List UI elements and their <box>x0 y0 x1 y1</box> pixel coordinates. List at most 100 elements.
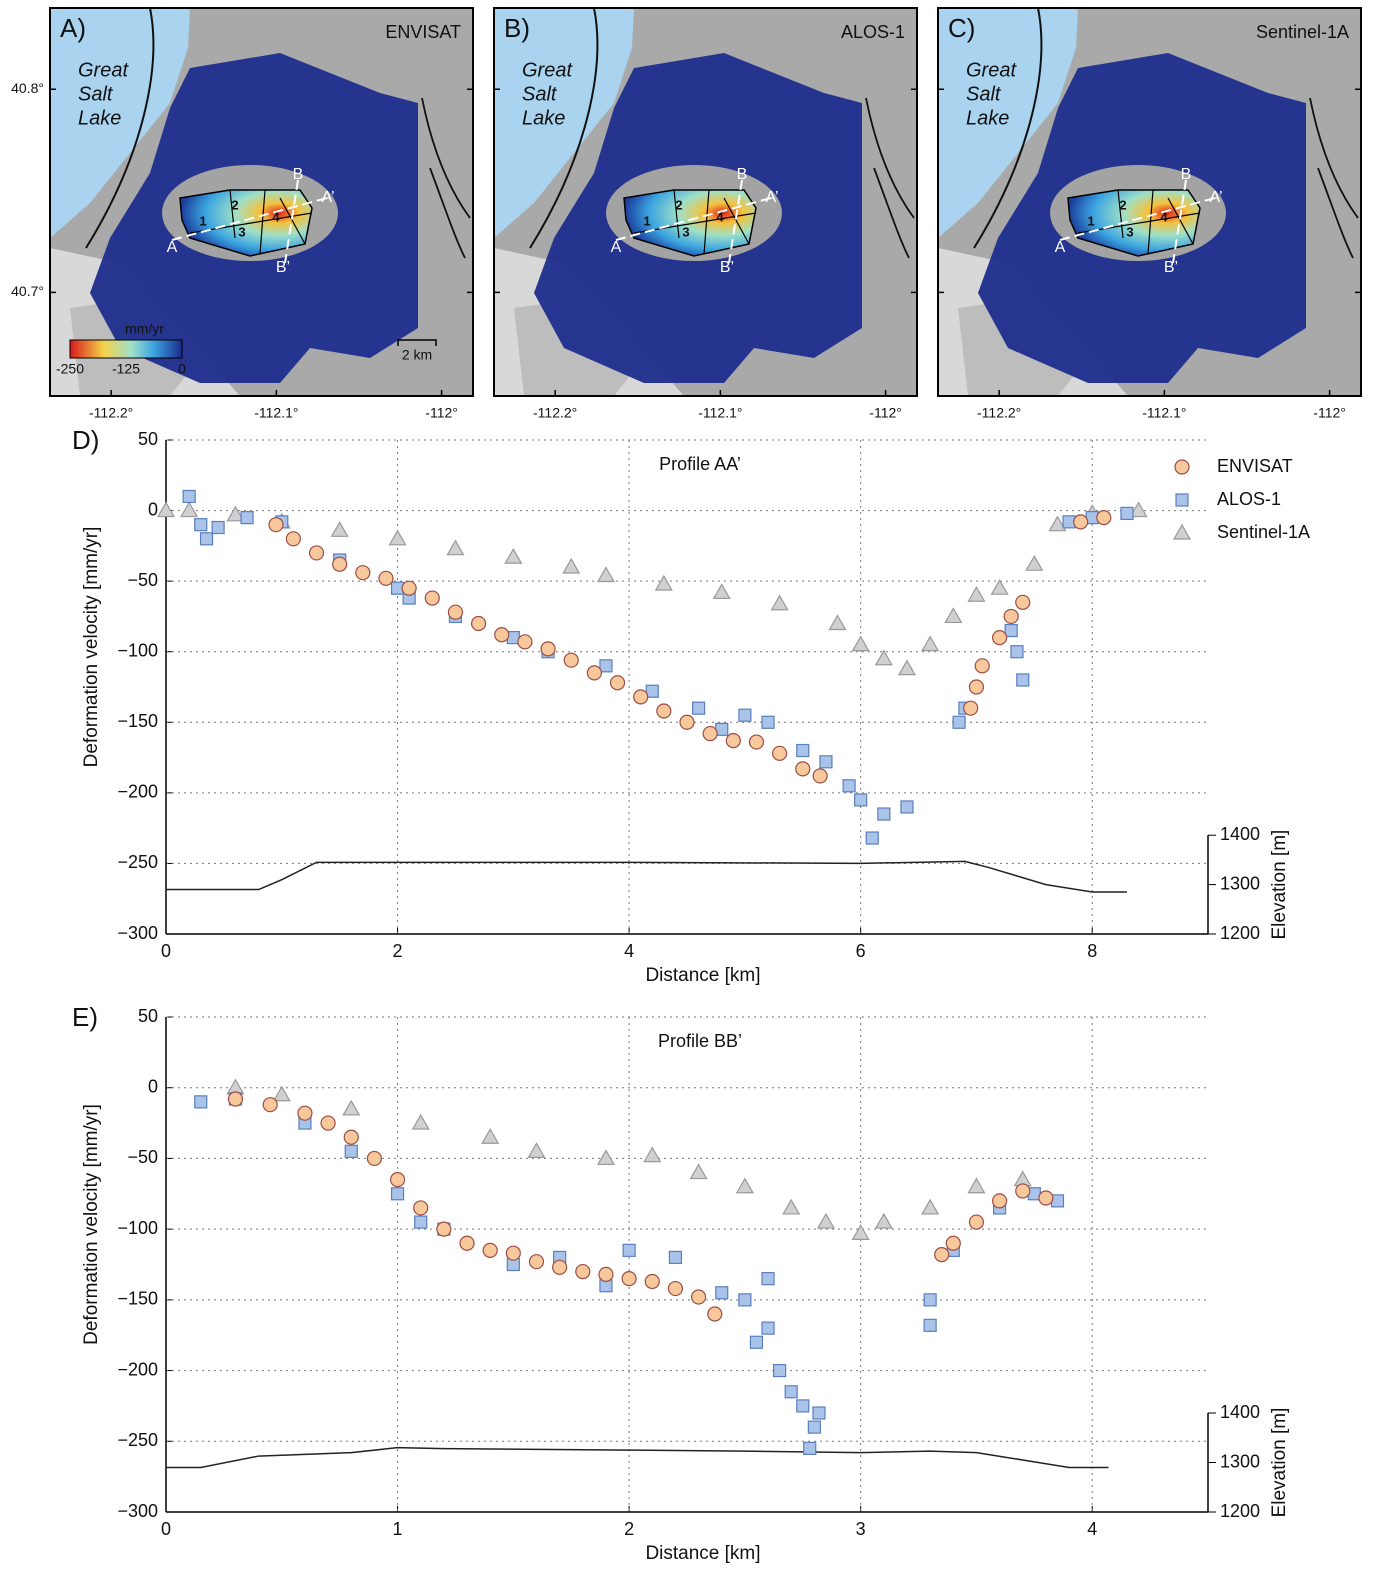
data-point <box>668 1250 683 1265</box>
lake-label: Great <box>522 59 573 81</box>
data-point <box>622 1243 636 1257</box>
profile-label: B <box>1181 166 1192 183</box>
x-axis-label: Distance [km] <box>645 965 760 986</box>
data-point <box>712 583 731 600</box>
data-point <box>268 517 284 533</box>
data-point <box>1003 608 1019 625</box>
data-point <box>991 629 1008 646</box>
data-point <box>702 725 718 742</box>
data-point <box>865 831 879 845</box>
data-point <box>707 1306 723 1322</box>
data-point <box>828 614 847 631</box>
zone-label: 1 <box>199 213 206 228</box>
x-tick-label: 4 <box>1087 1519 1097 1539</box>
data-point <box>199 532 214 546</box>
map-frame <box>49 7 474 397</box>
sensor-label: ENVISAT <box>385 22 461 42</box>
data-point <box>770 594 789 611</box>
data-point <box>517 634 533 650</box>
data-point <box>344 1144 358 1158</box>
data-point <box>459 1235 475 1251</box>
y2-tick-label: 1300 <box>1220 873 1260 893</box>
data-point <box>854 793 868 807</box>
data-point <box>784 1385 798 1399</box>
panel-label: D) <box>72 425 99 455</box>
data-point <box>211 520 225 535</box>
data-point <box>690 1289 707 1305</box>
data-point <box>552 1259 568 1275</box>
data-point <box>738 1293 752 1307</box>
zone-boundary <box>633 189 757 255</box>
profile-label: B <box>737 166 748 183</box>
y-tick-label: −200 <box>117 782 158 802</box>
data-point <box>436 1221 452 1237</box>
data-point <box>991 1193 1008 1209</box>
data-point <box>1129 501 1148 518</box>
data-point <box>575 1263 591 1280</box>
data-point <box>923 1318 937 1332</box>
data-point <box>262 1097 278 1113</box>
data-point <box>342 1099 361 1116</box>
profile-label: B’ <box>1164 259 1178 276</box>
scale-label: 2 km <box>402 347 432 363</box>
data-point <box>446 539 465 556</box>
data-point <box>332 556 348 572</box>
data-point <box>643 1146 662 1163</box>
data-point <box>411 1113 430 1130</box>
lake-label: Lake <box>966 107 1009 129</box>
data-point <box>897 659 917 676</box>
data-point <box>481 1128 500 1144</box>
sensor-label: ALOS-1 <box>841 22 905 42</box>
data-point <box>874 1212 893 1229</box>
x-tick-label: 0 <box>161 941 171 961</box>
data-point <box>414 1215 428 1229</box>
data-point <box>366 1150 382 1167</box>
colorbar-unit: mm/yr <box>125 321 164 337</box>
data-point <box>944 607 963 624</box>
profile-label: A’ <box>1209 189 1222 206</box>
profile-label: A’ <box>765 189 778 206</box>
data-point <box>563 652 579 668</box>
colorbar-tick-label: -125 <box>112 361 140 377</box>
map-x-tick-label: -112° <box>869 405 902 421</box>
data-point <box>1025 554 1044 571</box>
data-point <box>596 1149 615 1166</box>
map-x-tick-label: -112° <box>1313 405 1346 421</box>
data-point <box>378 570 394 586</box>
fault-line <box>85 7 155 249</box>
data-point <box>761 715 775 729</box>
data-point <box>609 675 626 691</box>
legend-label: ALOS-1 <box>1217 489 1281 509</box>
zone-boundary <box>189 189 313 255</box>
lake-label: Lake <box>78 107 121 129</box>
y2-tick-label: 1200 <box>1220 923 1260 943</box>
y2-tick-label: 1400 <box>1220 1402 1260 1422</box>
data-point <box>424 590 440 606</box>
data-point <box>749 1335 764 1349</box>
data-point <box>773 1363 787 1378</box>
data-point <box>494 627 510 643</box>
y2-tick-label: 1200 <box>1220 1501 1260 1521</box>
data-point <box>227 1091 244 1107</box>
y2-tick-label: 1400 <box>1220 824 1260 844</box>
data-point <box>812 768 828 784</box>
panel-label: C) <box>948 13 975 43</box>
colorbar-tick-label: -250 <box>56 361 84 377</box>
lake-label: Salt <box>78 83 114 105</box>
data-point <box>715 1286 729 1300</box>
y-axis-label: Deformation velocity [mm/yr] <box>81 1104 102 1345</box>
chart-title: Profile AA’ <box>659 454 741 474</box>
data-point <box>586 665 602 681</box>
x-tick-label: 1 <box>393 1519 403 1539</box>
data-point <box>923 1293 937 1307</box>
fault-line <box>973 7 1043 249</box>
data-point <box>967 1177 986 1194</box>
zone-label: 2 <box>231 197 238 212</box>
data-point <box>182 489 196 504</box>
data-point <box>1073 514 1089 530</box>
data-point <box>990 578 1009 595</box>
y-tick-label: −150 <box>117 1289 158 1309</box>
data-point <box>967 586 986 602</box>
data-point <box>725 733 741 749</box>
